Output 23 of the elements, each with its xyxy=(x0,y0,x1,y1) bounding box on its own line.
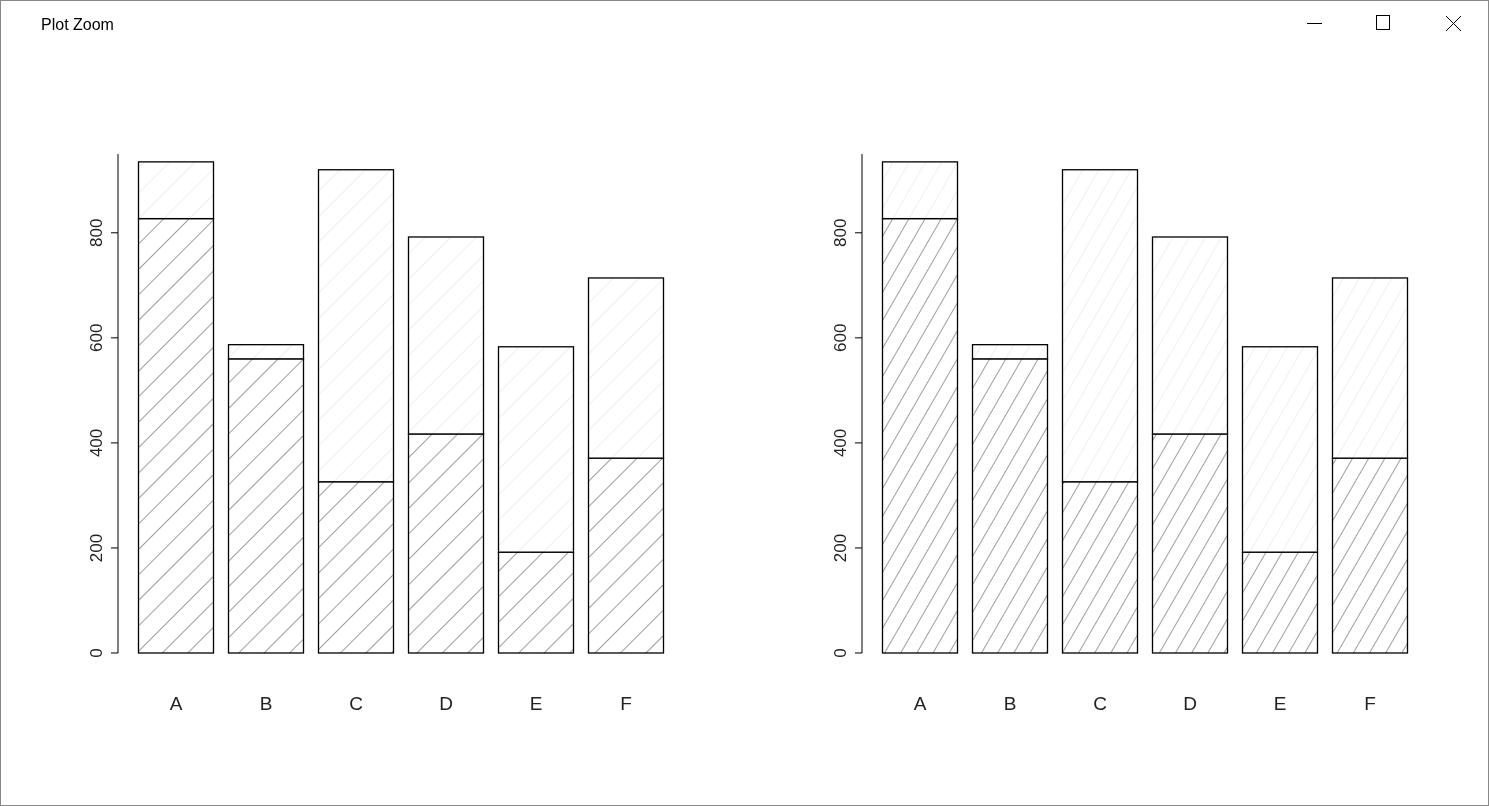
x-tick-label: F xyxy=(1364,693,1376,714)
y-tick-label: 200 xyxy=(87,533,107,563)
x-tick-label: F xyxy=(620,693,632,714)
y-tick-label: 600 xyxy=(87,323,107,353)
x-tick-label: C xyxy=(349,693,363,714)
y-tick-label: 0 xyxy=(831,648,851,658)
x-tick-label: D xyxy=(1183,693,1197,714)
x-tick-label: B xyxy=(1003,693,1017,714)
text: Plot Zoom xyxy=(41,16,114,33)
y-tick-label: 800 xyxy=(831,218,851,247)
y-tick-label: 800 xyxy=(87,218,107,247)
y-tick-label: 400 xyxy=(831,428,851,458)
y-tick-label: 400 xyxy=(87,428,107,458)
x-tick-label: B xyxy=(259,693,273,714)
x-tick-label: A xyxy=(913,693,927,714)
x-tick-label: C xyxy=(1093,693,1107,714)
x-tick-label: A xyxy=(169,693,183,714)
y-tick-label: 200 xyxy=(831,533,851,563)
x-tick-label: E xyxy=(529,693,543,714)
y-tick-label: 600 xyxy=(831,323,851,353)
x-tick-label: D xyxy=(439,693,453,714)
x-tick-label: E xyxy=(1273,693,1287,714)
y-tick-label: 0 xyxy=(87,648,107,658)
